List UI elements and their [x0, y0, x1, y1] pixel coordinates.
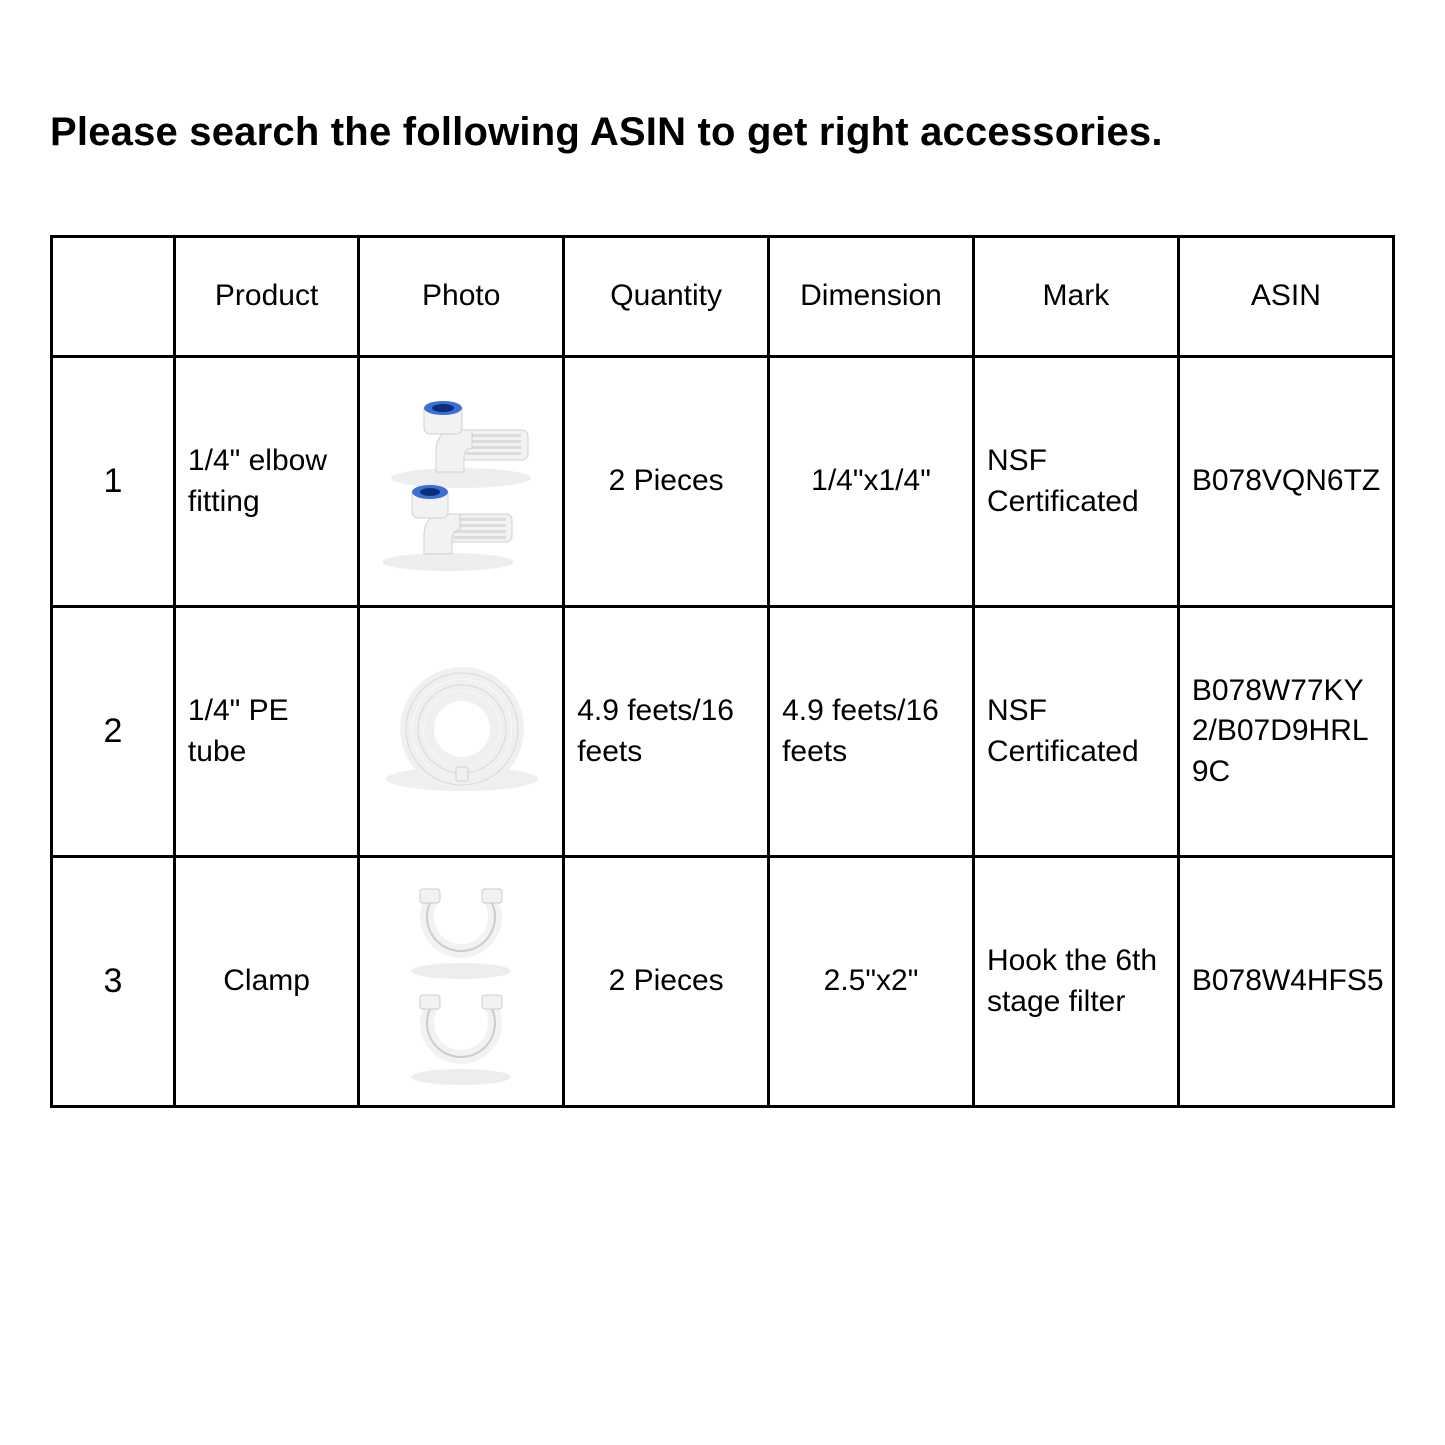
col-header-dimension: Dimension: [769, 237, 974, 357]
row-mark: Hook the 6th stage filter: [973, 857, 1178, 1107]
row-asin: B078VQN6TZ: [1178, 357, 1393, 607]
row-photo: [359, 607, 564, 857]
page-title: Please search the following ASIN to get …: [50, 110, 1395, 155]
row-dimension: 4.9 feets/16 feets: [769, 607, 974, 857]
col-header-product: Product: [174, 237, 358, 357]
col-header-num: [52, 237, 175, 357]
table-row: 3 Clamp: [52, 857, 1394, 1107]
row-num: 1: [52, 357, 175, 607]
row-mark: NSF Certificated: [973, 607, 1178, 857]
col-header-quantity: Quantity: [564, 237, 769, 357]
elbow-fitting-icon: [376, 392, 546, 572]
row-num: 3: [52, 857, 175, 1107]
row-asin: B078W77KY2/B07D9HRL9C: [1178, 607, 1393, 857]
row-mark: NSF Certificated: [973, 357, 1178, 607]
row-photo: [359, 357, 564, 607]
table-header-row: Product Photo Quantity Dimension Mark AS…: [52, 237, 1394, 357]
col-header-photo: Photo: [359, 237, 564, 357]
accessories-table: Product Photo Quantity Dimension Mark AS…: [50, 235, 1395, 1108]
row-photo: [359, 857, 564, 1107]
row-dimension: 2.5"x2": [769, 857, 974, 1107]
row-dimension: 1/4"x1/4": [769, 357, 974, 607]
row-product: Clamp: [174, 857, 358, 1107]
row-asin: B078W4HFS5: [1178, 857, 1393, 1107]
row-product: 1/4" elbow fitting: [174, 357, 358, 607]
row-product: 1/4" PE tube: [174, 607, 358, 857]
row-quantity: 2 Pieces: [564, 357, 769, 607]
table-row: 2 1/4" PE tube 4.9 feets/16 feets 4.9 fe…: [52, 607, 1394, 857]
row-quantity: 2 Pieces: [564, 857, 769, 1107]
pe-tube-icon: [372, 667, 552, 797]
row-quantity: 4.9 feets/16 feets: [564, 607, 769, 857]
row-num: 2: [52, 607, 175, 857]
clamp-icon: [396, 877, 526, 1087]
table-row: 1 1/4" elbow fitting: [52, 357, 1394, 607]
col-header-mark: Mark: [973, 237, 1178, 357]
col-header-asin: ASIN: [1178, 237, 1393, 357]
